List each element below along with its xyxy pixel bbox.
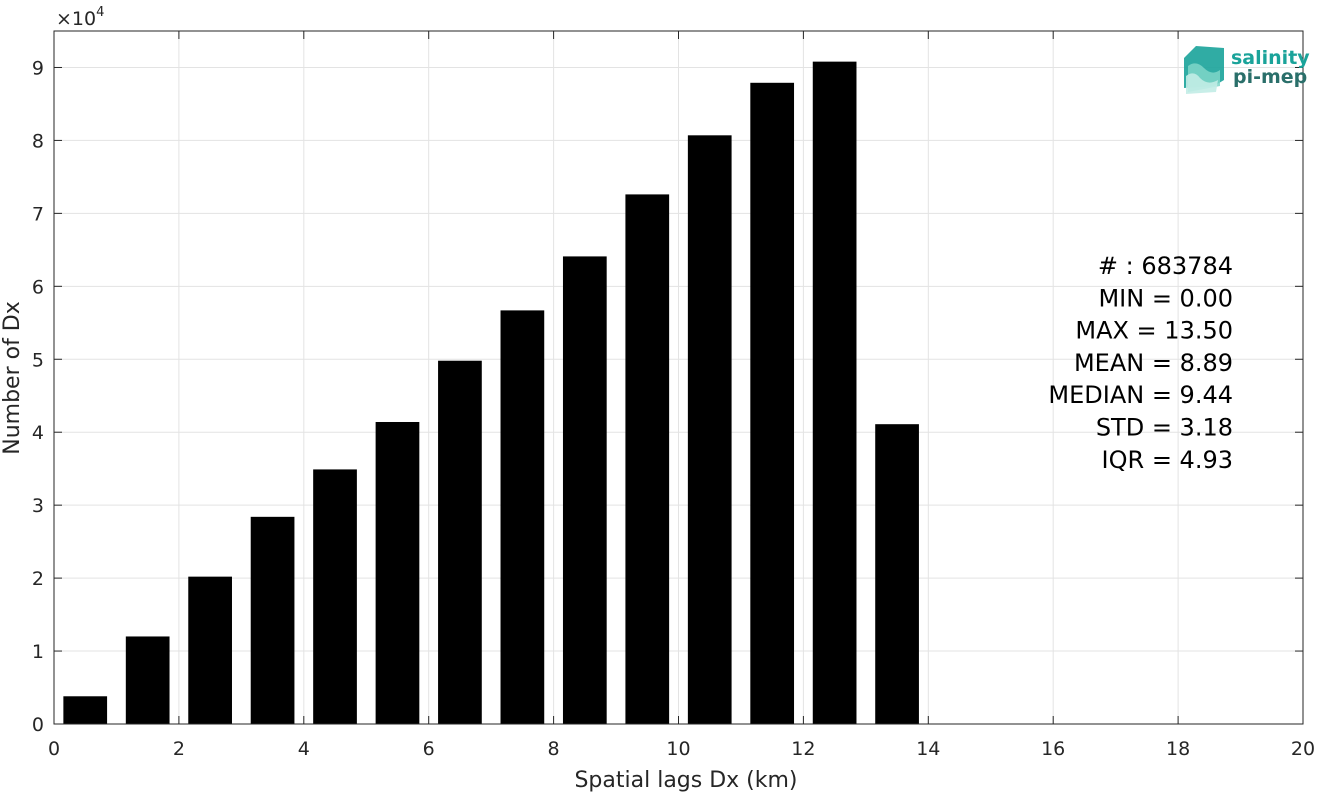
bar [687, 135, 732, 724]
salinity-pi-mep-logo: salinity pi-mep [1184, 46, 1310, 94]
y-tick-label: 7 [32, 203, 44, 225]
stat-line: MEDIAN = 9.44 [1048, 381, 1233, 409]
x-axis-label: Spatial lags Dx (km) [574, 768, 797, 793]
axes-frame [53, 30, 1304, 725]
bar [313, 469, 357, 724]
stat-line: IQR = 4.93 [1102, 446, 1233, 474]
y-tick-label: 3 [32, 495, 44, 517]
y-tick-label: 1 [32, 641, 44, 663]
y-axis-label: Number of Dx [0, 301, 25, 455]
y-tick-label: 5 [32, 349, 44, 371]
y-tick-label: 6 [32, 276, 44, 298]
bar [812, 61, 857, 725]
x-tick-label: 20 [1291, 738, 1315, 760]
bar [750, 82, 795, 725]
y-tick-labels: 0 1 2 3 4 5 6 7 8 9 [32, 57, 44, 736]
statistics-box: # : 683784 MIN = 0.00 MAX = 13.50 MEAN = 8.… [1048, 252, 1233, 474]
stat-line: MAX = 13.50 [1075, 317, 1233, 345]
x-tick-label: 6 [423, 738, 435, 760]
stat-line: MIN = 0.00 [1098, 284, 1233, 312]
logo-line-salinity: salinity [1231, 47, 1310, 69]
x-tick-label: 18 [1166, 738, 1190, 760]
bar [562, 256, 607, 724]
bar [63, 696, 108, 724]
logo-wave-icon [1184, 46, 1224, 94]
y-multiplier-label: ×104 [56, 5, 104, 30]
x-tick-label: 8 [548, 738, 560, 760]
y-tick-label: 2 [32, 568, 44, 590]
x-tick-label: 2 [173, 738, 185, 760]
x-tick-label: 12 [791, 738, 815, 760]
stat-line: STD = 3.18 [1096, 414, 1233, 442]
logo-line-pi-mep: pi-mep [1233, 66, 1307, 88]
x-tick-label: 16 [1041, 738, 1065, 760]
x-tick-label: 0 [48, 738, 60, 760]
bar [125, 636, 170, 724]
y-multiplier-exponent: 4 [96, 5, 104, 20]
grid-lines [53, 31, 1304, 725]
bar [250, 516, 295, 724]
bar [625, 194, 670, 724]
bars [63, 61, 919, 725]
bar [188, 576, 232, 724]
stat-line: # : 683784 [1098, 252, 1233, 280]
bar [500, 310, 545, 724]
x-tick-label: 10 [666, 738, 690, 760]
x-tick-label: 14 [916, 738, 940, 760]
x-tick-label: 4 [298, 738, 310, 760]
bar [875, 424, 919, 724]
bar [438, 360, 482, 724]
x-tick-labels: 0 2 4 6 8 10 12 14 16 18 20 [48, 738, 1315, 760]
y-tick-label: 9 [32, 57, 44, 79]
stat-line: MEAN = 8.89 [1074, 349, 1233, 377]
y-tick-label: 4 [32, 422, 44, 444]
y-tick-label: 0 [32, 714, 44, 736]
bar [375, 421, 420, 724]
y-tick-label: 8 [32, 130, 44, 152]
